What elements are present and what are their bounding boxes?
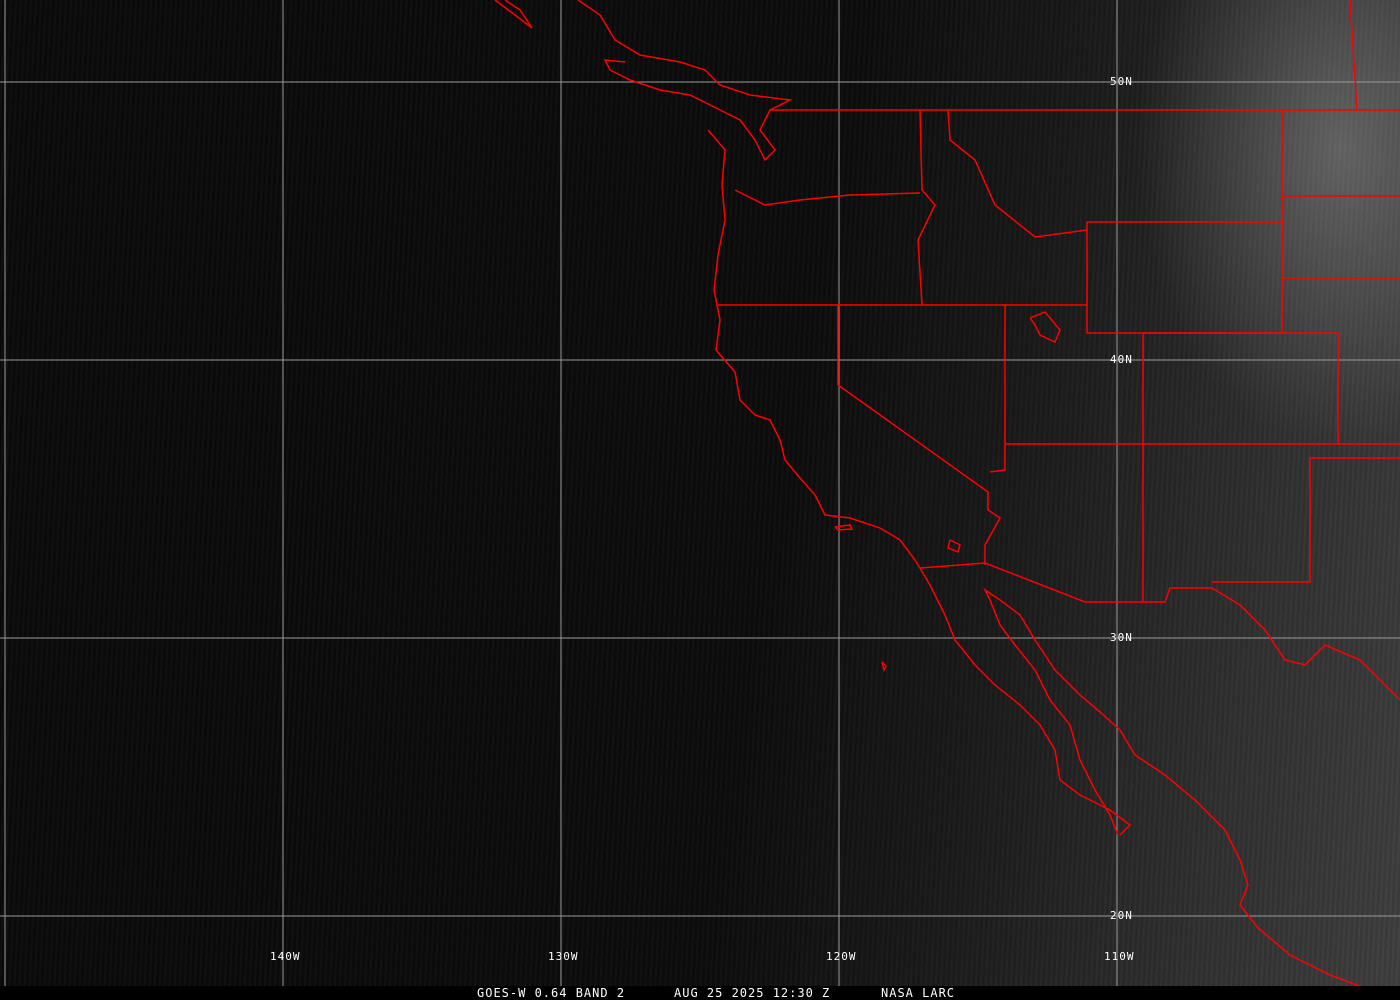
border-wa-or	[734, 189, 921, 206]
boundaries	[494, 0, 1400, 988]
coastline-bc	[494, 0, 533, 29]
lon-label-130w: 130W	[548, 950, 579, 963]
cloud-cover	[1100, 0, 1400, 500]
channel-islands	[834, 524, 854, 531]
great-salt-lake	[1029, 311, 1061, 344]
lat-label-50n: 50N	[1110, 75, 1133, 88]
lat-label-30n: 30N	[1110, 631, 1133, 644]
caption-datetime: AUG 25 2025 12:30 Z	[674, 986, 831, 1000]
lat-label-40n: 40N	[1110, 353, 1133, 366]
border-nv-ut	[989, 305, 1006, 473]
caption-satellite: GOES-W 0.64 BAND 2	[477, 986, 626, 1000]
coastline-vancouver-island	[577, 0, 793, 162]
border-co	[1143, 332, 1339, 444]
caption-bar: GOES-W 0.64 BAND 2 AUG 25 2025 12:30 Z N…	[0, 986, 1400, 1000]
lon-label-120w: 120W	[826, 950, 857, 963]
coastline-gulf-california	[983, 587, 1366, 988]
border-nm-tx	[1212, 457, 1400, 583]
border-id-mt	[947, 109, 1088, 238]
lon-label-110w: 110W	[1104, 950, 1135, 963]
salton-sea	[947, 539, 961, 554]
caption-source: NASA LARC	[881, 986, 956, 1000]
lat-label-20n: 20N	[1110, 909, 1133, 922]
border-manitoba	[1349, 0, 1358, 111]
lon-label-140w: 140W	[270, 950, 301, 963]
guadalupe-island	[881, 661, 887, 673]
border-wy	[1086, 221, 1283, 334]
mexico-border	[919, 562, 1400, 701]
border-ca-nv	[837, 305, 1001, 565]
coastline-west	[707, 129, 1132, 836]
border-id-west	[917, 109, 936, 306]
